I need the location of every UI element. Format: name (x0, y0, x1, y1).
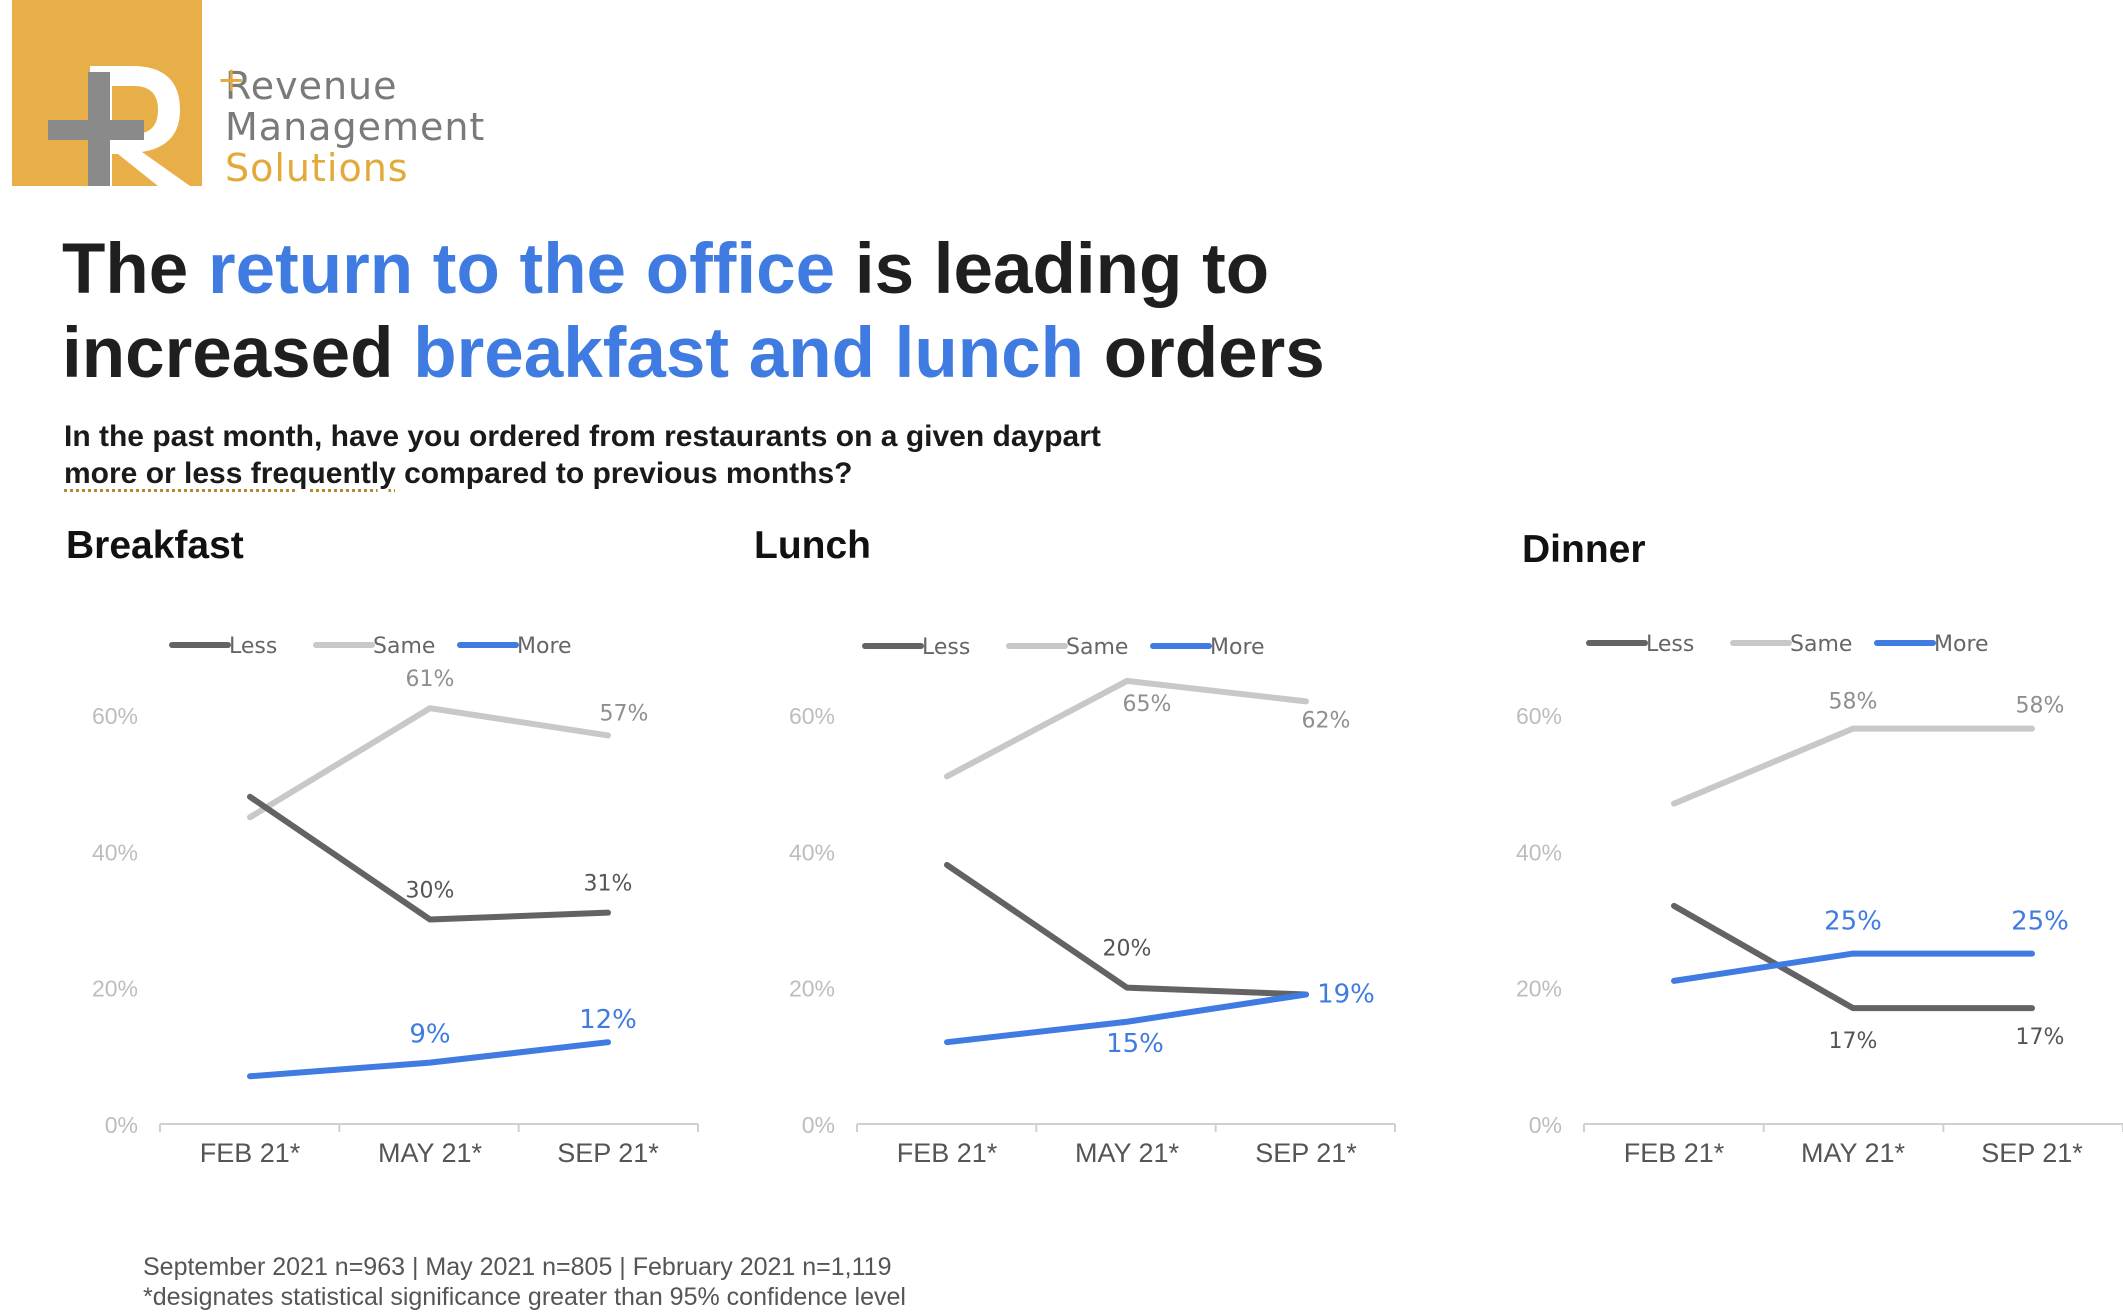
data-label-more: 15% (1106, 1029, 1164, 1059)
x-tick-label: SEP 21* (1981, 1138, 2083, 1168)
x-tick-label: FEB 21* (1624, 1138, 1725, 1168)
x-tick-label: MAY 21* (378, 1138, 483, 1168)
y-tick-label: 60% (1516, 703, 1562, 729)
brand-line-3: Solutions (225, 146, 409, 190)
y-tick-label: 40% (789, 839, 835, 865)
series-line-same (944, 677, 1309, 780)
series-line-less (247, 793, 611, 923)
data-label-same: 61% (406, 667, 455, 692)
question-line-2: compared to previous months? (395, 457, 853, 490)
legend-label-less: Less (1646, 632, 1694, 657)
title-highlight-2: breakfast and lunch (413, 314, 1084, 393)
legend-label-same: Same (1790, 632, 1852, 657)
series-line-more (944, 991, 1309, 1046)
series-line-less (1671, 902, 2035, 1012)
title-text-1: The (62, 230, 208, 309)
data-label-less: 31% (584, 872, 633, 897)
data-label-less: 30% (406, 879, 455, 904)
chart-title-dinner: Dinner (1522, 528, 1646, 571)
legend-label-more: More (1210, 635, 1265, 660)
data-label-same: 57% (600, 701, 649, 726)
brand-line-2: Management (225, 105, 486, 149)
series-line-more (247, 1039, 611, 1080)
legend-label-less: Less (922, 635, 970, 660)
title-highlight-1: return to the office (207, 230, 836, 309)
y-tick-label: 20% (789, 976, 835, 1002)
data-label-less: 20% (1103, 937, 1152, 962)
data-label-less: 17% (1829, 1029, 1878, 1054)
data-label-same: 65% (1123, 692, 1172, 717)
y-tick-label: 40% (1516, 839, 1562, 865)
legend-label-more: More (1934, 632, 1989, 657)
page-title: The return to the office is leading to i… (62, 228, 1325, 396)
data-label-more: 9% (409, 1020, 450, 1050)
data-label-less: 17% (2016, 1025, 2065, 1050)
logo-mark (12, 0, 202, 186)
logo-r-plus-icon (48, 66, 190, 186)
x-tick-label: FEB 21* (200, 1138, 301, 1168)
series-line-same (1671, 725, 2035, 807)
title-text-3: increased (62, 314, 414, 393)
data-label-more: 19% (1317, 979, 1375, 1009)
y-tick-label: 20% (1516, 976, 1562, 1002)
title-text-4: orders (1084, 314, 1325, 393)
brand-plus-icon: + (217, 60, 247, 100)
chart-title-lunch: Lunch (754, 524, 871, 567)
y-tick-label: 60% (92, 703, 138, 729)
data-label-more: 25% (2011, 907, 2069, 937)
y-tick-label: 20% (92, 976, 138, 1002)
title-text-2: is leading to (835, 230, 1270, 309)
question-underlined: more or less frequently (64, 457, 396, 490)
sample-size-note: September 2021 n=963 | May 2021 n=805 | … (143, 1253, 892, 1281)
data-label-more: 12% (579, 1005, 637, 1035)
y-tick-label: 40% (92, 839, 138, 865)
x-tick-label: SEP 21* (557, 1138, 659, 1168)
survey-question: In the past month, have you ordered from… (64, 418, 1101, 492)
significance-note: *designates statistical significance gre… (143, 1283, 906, 1311)
x-tick-label: FEB 21* (897, 1138, 998, 1168)
y-tick-label: 0% (105, 1112, 138, 1138)
series-line-same (247, 705, 611, 821)
x-tick-label: MAY 21* (1801, 1138, 1906, 1168)
series-line-less (944, 861, 1309, 998)
question-line-1: In the past month, have you ordered from… (64, 420, 1101, 453)
y-tick-label: 0% (1529, 1112, 1562, 1138)
legend-label-more: More (517, 634, 572, 659)
data-label-same: 58% (1829, 690, 1878, 715)
legend-label-same: Same (1066, 635, 1128, 660)
y-tick-label: 60% (789, 703, 835, 729)
x-tick-label: SEP 21* (1255, 1138, 1357, 1168)
data-label-more: 25% (1824, 907, 1882, 937)
brand-line-1: Revenue (225, 64, 398, 108)
brand-name: + Revenue Management Solutions (217, 60, 486, 190)
series-line-more (1671, 950, 2035, 984)
x-tick-label: MAY 21* (1075, 1138, 1180, 1168)
data-label-same: 62% (1302, 708, 1351, 733)
legend-label-less: Less (229, 634, 277, 659)
legend-label-same: Same (373, 634, 435, 659)
y-tick-label: 0% (802, 1112, 835, 1138)
data-label-same: 58% (2016, 694, 2065, 719)
chart-title-breakfast: Breakfast (66, 524, 244, 567)
